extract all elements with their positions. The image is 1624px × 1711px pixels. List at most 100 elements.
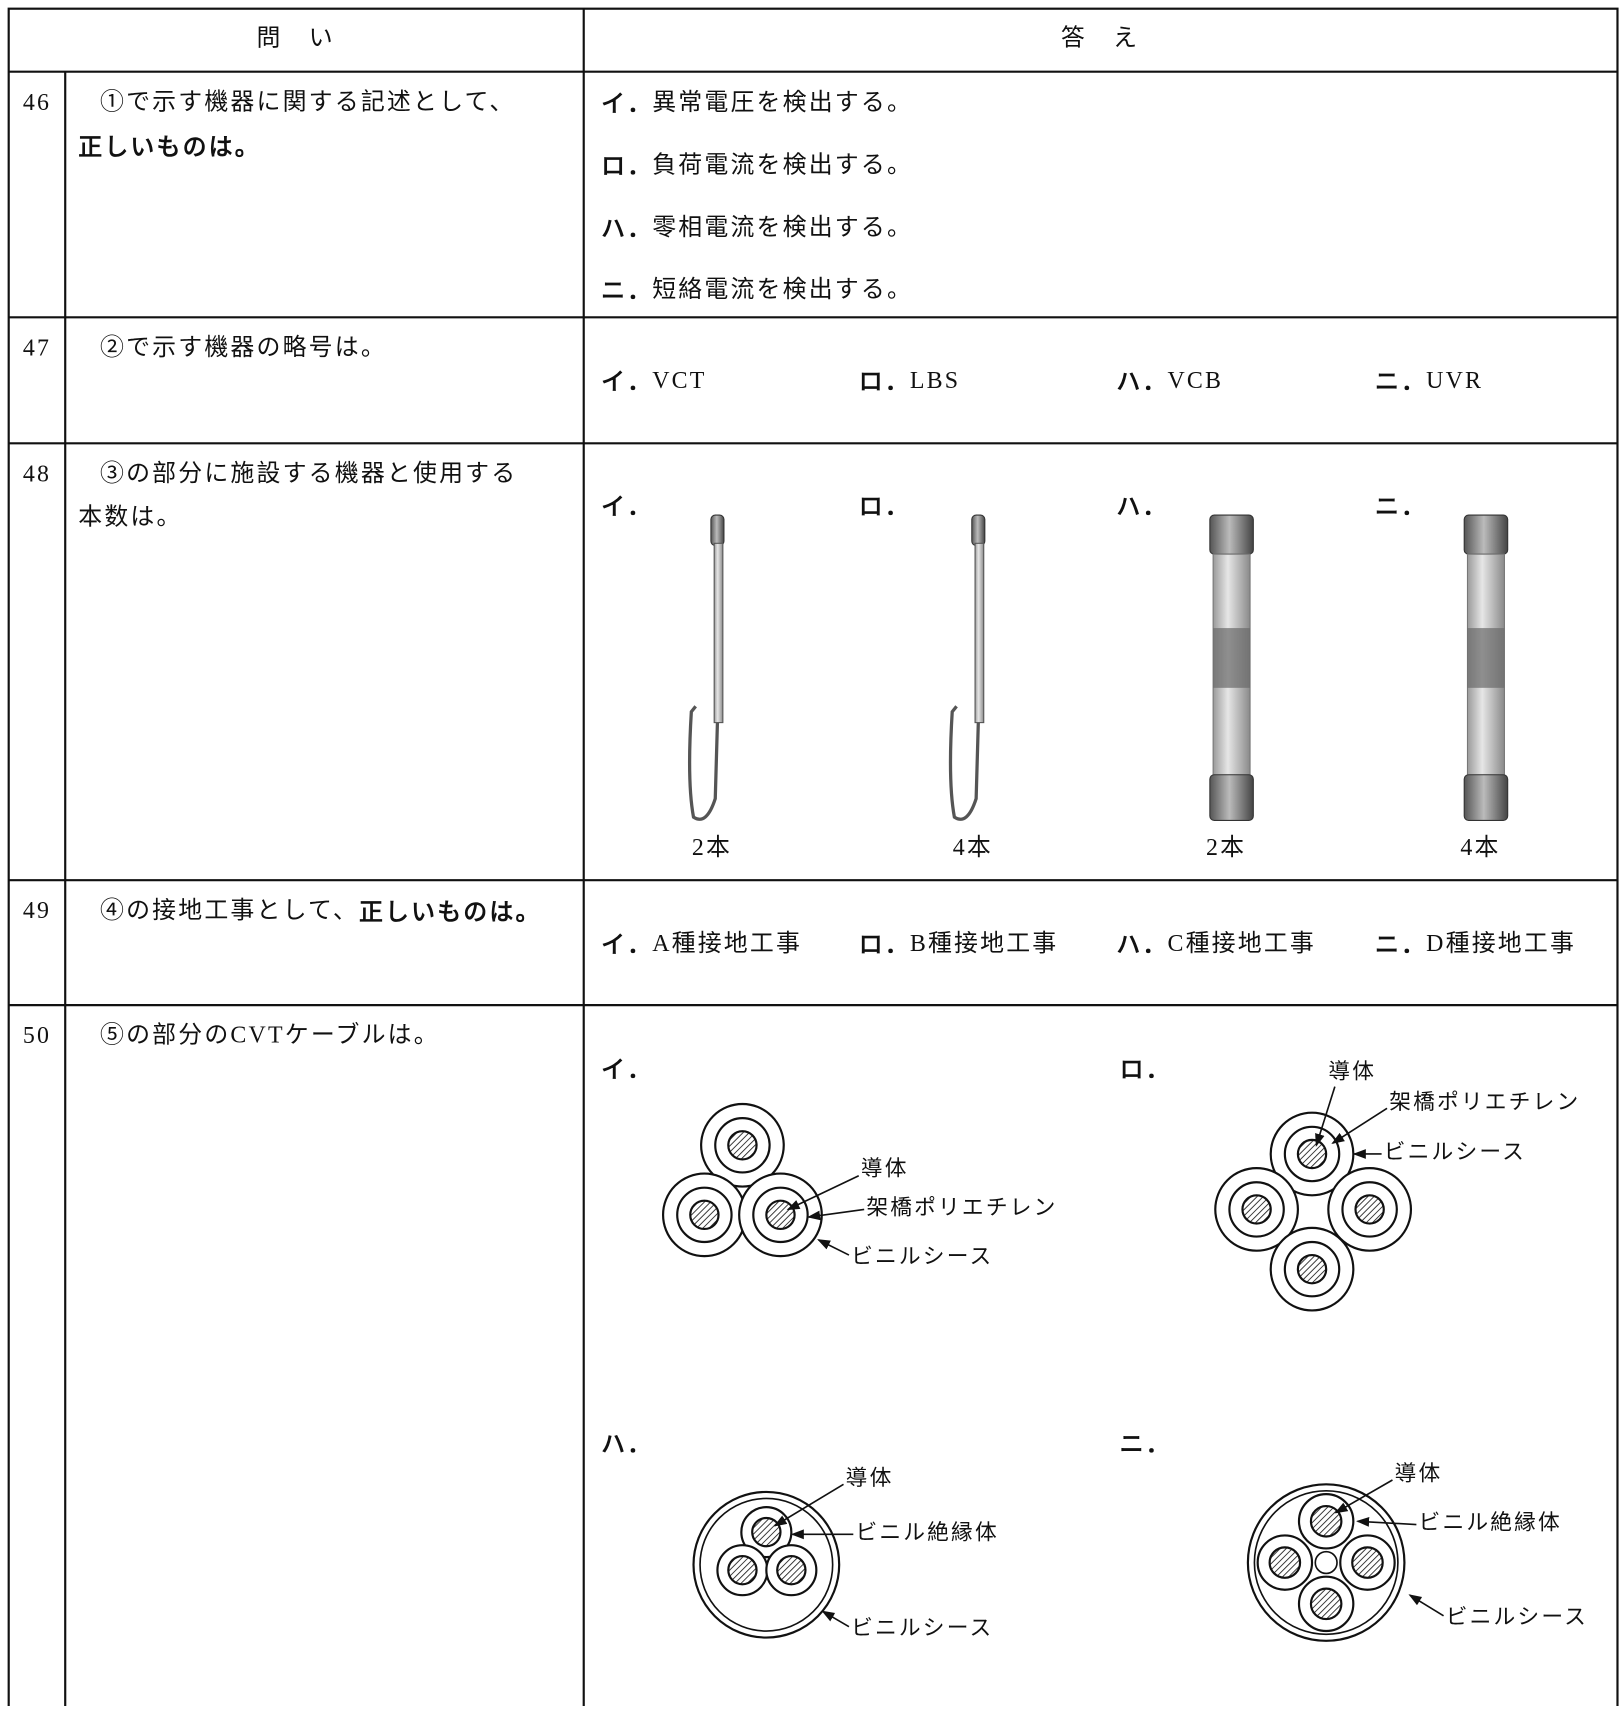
question-text: ③の部分に施設する機器と使用する [100,460,517,487]
option-text: LBS [910,368,960,394]
option-text: D種接地工事 [1426,930,1576,957]
callout-arrow [1356,1517,1417,1527]
option-label: ハ． [1116,492,1168,520]
option-text: 異常電圧を検出する。 [652,89,913,116]
option-caption: 4本 [1460,834,1500,861]
option-label: イ． [601,1055,653,1083]
callout-arrow [786,1174,860,1211]
conductor [765,1199,796,1231]
option-text: VCB [1167,368,1223,394]
conductor [1296,1253,1328,1285]
callout-label: ビニル絶縁体 [855,1520,998,1544]
option-label: ニ． [1375,367,1427,395]
option-text: B種接地工事 [910,930,1059,957]
question-segment: ②で示す機器の略号は。 [100,334,387,361]
callout-label: ビニルシース [851,1244,993,1268]
conductor [1241,1194,1272,1225]
question-segment: 本数は。 [78,504,182,531]
option-label: イ． [601,89,653,117]
option-label: ロ． [601,152,653,180]
callout-label: ビニルシース [851,1616,993,1640]
fuse-cap [1463,774,1509,821]
conductor [689,1199,720,1231]
conductor [1354,1194,1385,1225]
option-text: VCT [652,368,706,394]
answer-option: ニ． 4本 [1375,492,1509,861]
option-caption: 2本 [1206,834,1246,861]
question-number: 46 [23,90,51,116]
answer-option: ロ．B種接地工事 [859,930,1059,959]
conductor [776,1554,807,1586]
question-segment: ④の接地工事として、 [100,897,359,924]
answer-option: イ． 2本 [601,492,732,861]
callout-label: 導体 [1395,1462,1443,1486]
answer-option: ニ．UVR [1375,367,1483,395]
option-label: ロ． [859,930,911,958]
answer-option: ニ．D種接地工事 [1375,930,1576,959]
callout-label: 架橋ポリエチレン [1389,1090,1580,1114]
filler [1314,1550,1338,1575]
answer-option: イ．異常電圧を検出する。 [601,89,913,118]
question-number: 49 [23,898,51,924]
conductor [1296,1138,1328,1170]
question-segment: ③の部分に施設する機器と使用する [100,460,517,487]
option-caption: 4本 [953,834,993,861]
fuse-head [710,514,725,547]
question-text: ④の接地工事として、正しいものは。 [100,897,542,926]
option-label: イ． [601,930,653,958]
question-number: 48 [23,461,51,487]
callout-label: ビニルシース [1446,1605,1588,1629]
option-label: ハ． [601,214,653,242]
option-text: 負荷電流を検出する。 [652,151,913,178]
option-label: ロ． [1120,1055,1172,1083]
fuse-cap [1463,514,1509,555]
conductor [727,1130,758,1161]
answer-option: ハ．C種接地工事 [1116,930,1316,959]
callout-label: 導体 [1328,1060,1376,1084]
fuse-band [1213,628,1251,688]
option-label: ロ． [859,367,911,395]
answer-option: イ．VCT [601,367,706,395]
fuse-wire [687,705,720,821]
table-grid [7,7,1619,1711]
callout-arrow [1331,1107,1388,1145]
conductor [1351,1546,1384,1579]
conductor [1309,1504,1343,1538]
option-label: ニ． [1120,1430,1172,1458]
question-segment: ①で示す機器に関する記述として、 [100,89,515,116]
option-text: UVR [1426,368,1483,394]
answer-option: ニ．短絡電流を検出する。 [601,276,913,305]
fuse-rod [713,542,724,724]
question-text: 正しいものは。 [78,133,261,161]
option-label: イ． [601,367,653,395]
header-question: 問 い [257,26,335,52]
conductor [751,1516,782,1548]
fuse-head [971,514,986,547]
callout-label: ビニル絶縁体 [1419,1511,1562,1535]
conductor [1268,1546,1302,1579]
fuse-rod [974,542,985,724]
callout-arrow [817,1239,850,1256]
callout-arrow [821,1610,850,1628]
question-segment: 正しいものは。 [359,898,542,926]
fuse-wire [948,705,980,821]
answer-option: ハ．零相電流を検出する。 [601,214,911,243]
question-text: ⑤の部分のCVTケーブルは。 [100,1022,440,1049]
answer-option: ロ．負荷電流を検出する。 [601,151,913,180]
option-text: A種接地工事 [652,930,802,957]
callout-label: 架橋ポリエチレン [866,1195,1057,1219]
option-text: 短絡電流を検出する。 [652,276,913,303]
option-label: ハ． [601,1430,653,1458]
conductor [1309,1587,1343,1621]
option-text: C種接地工事 [1167,930,1316,957]
conductor [727,1554,758,1586]
answer-option: ロ． 4本 [859,492,993,861]
answer-option: ハ． 2本 [1116,492,1254,861]
callout-arrow [807,1208,865,1221]
option-caption: 2本 [692,834,732,861]
callout-arrow [1315,1086,1336,1147]
